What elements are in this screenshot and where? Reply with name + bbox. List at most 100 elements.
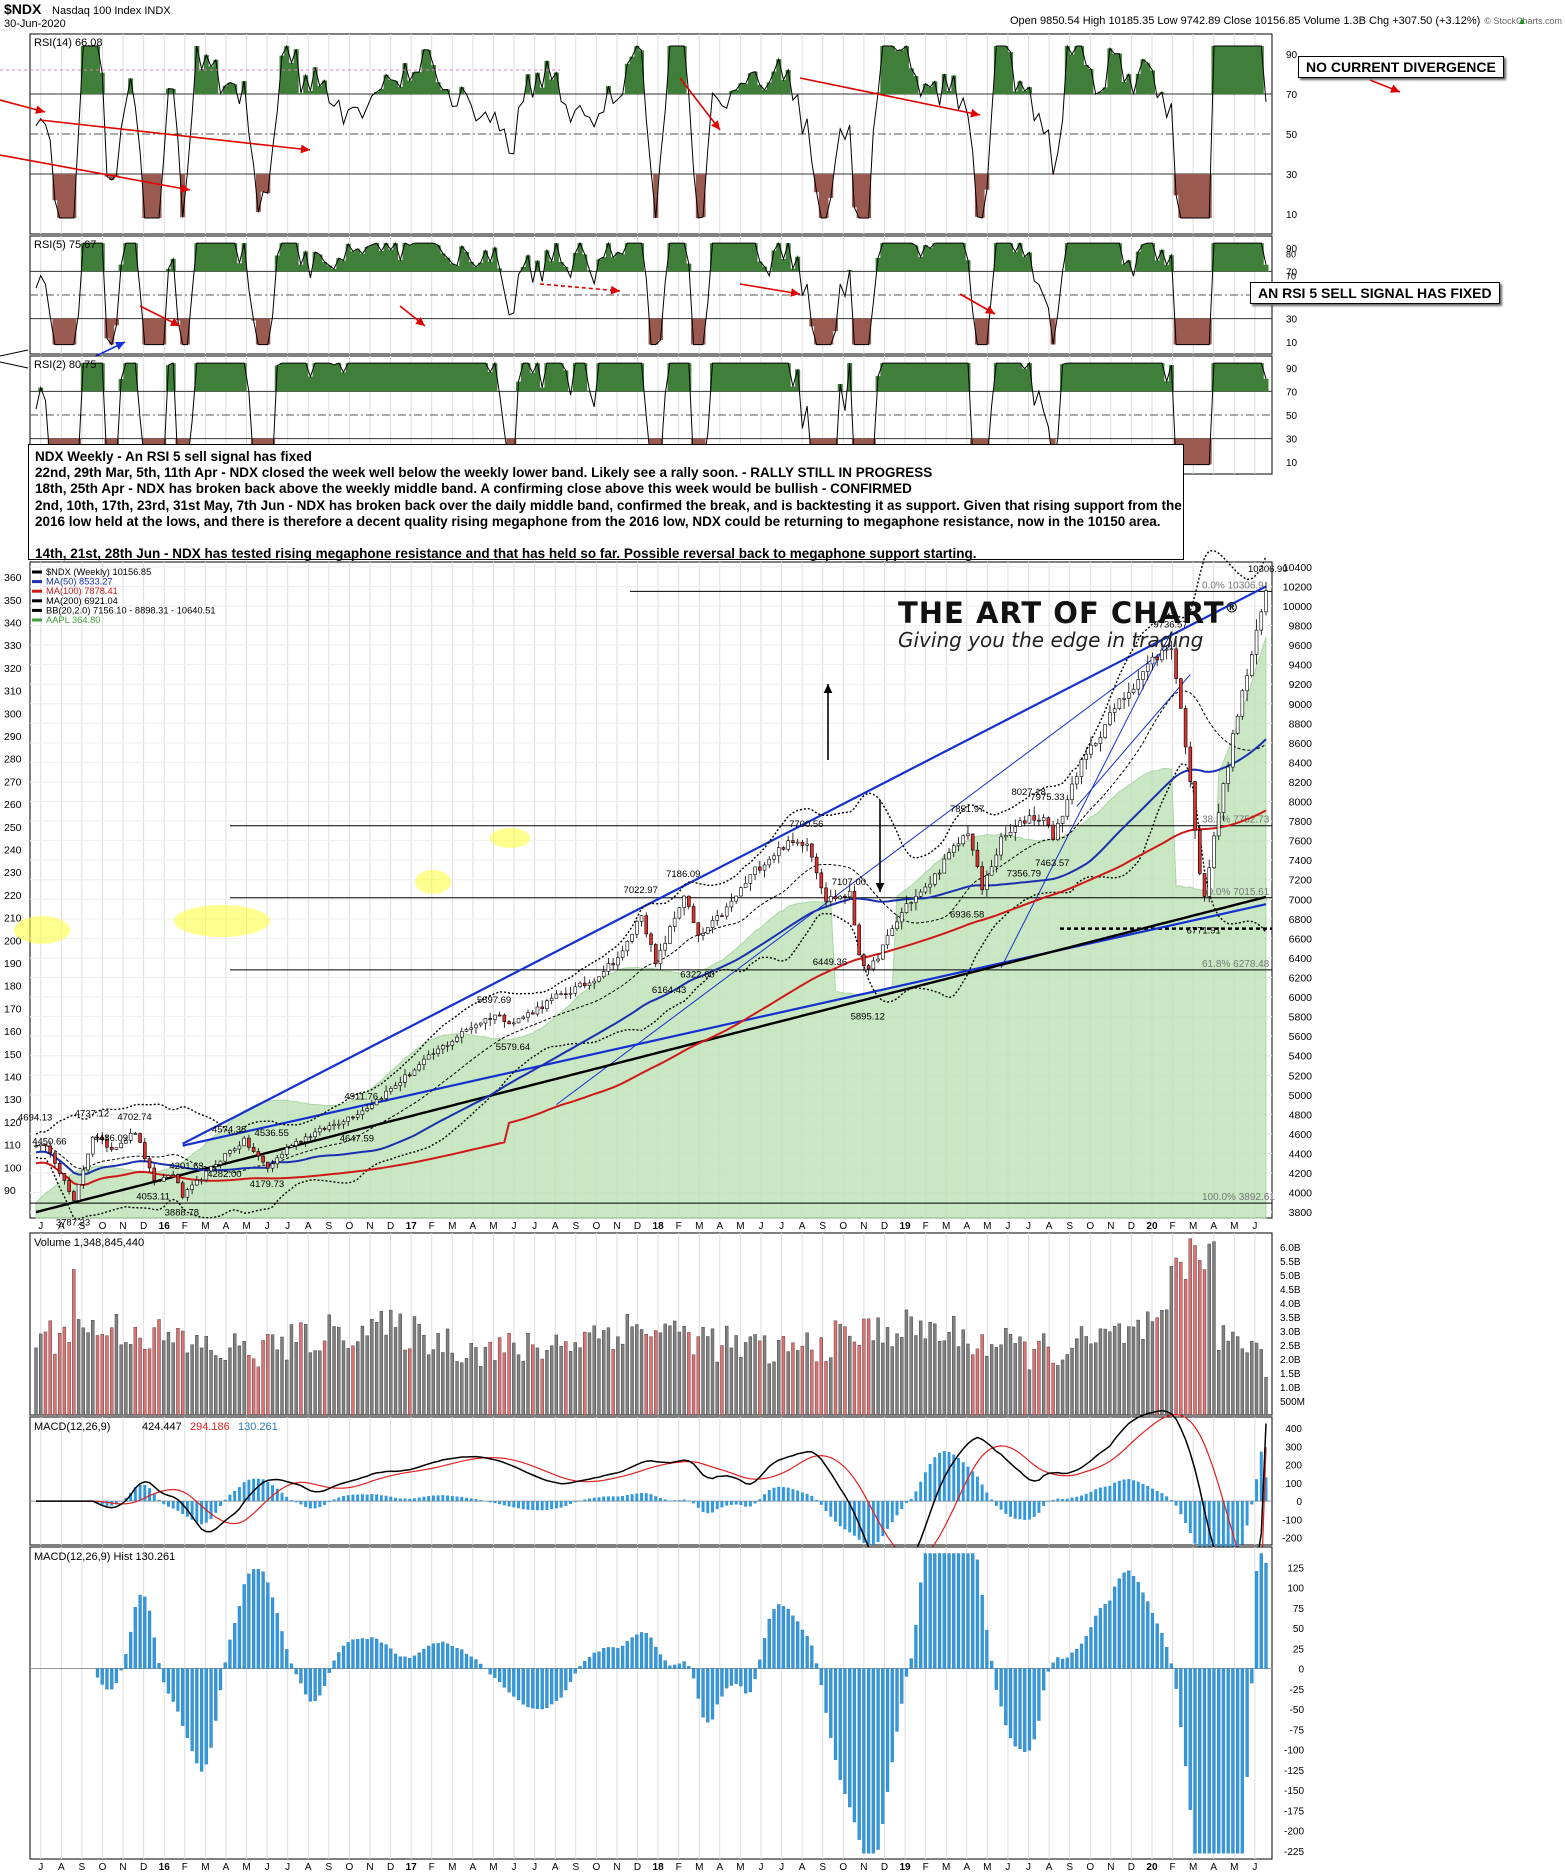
price-tick: 7000 <box>1289 894 1313 906</box>
hist-bar <box>668 1665 672 1669</box>
change-arrow: ▲ <box>1517 16 1527 27</box>
candle-body <box>228 1150 232 1154</box>
candle-body <box>81 1169 86 1185</box>
candle-body <box>838 895 843 900</box>
candle-body <box>247 1137 251 1148</box>
macd-tick: 300 <box>1285 1442 1302 1453</box>
candle-body <box>1231 733 1235 768</box>
macd-hist-bar <box>1103 1486 1107 1502</box>
hist-bar <box>829 1668 833 1738</box>
inner-trendline <box>556 644 1172 1105</box>
volume-bar <box>270 1334 275 1416</box>
candle-body <box>535 1006 540 1015</box>
candle-body <box>530 1012 535 1015</box>
volume-bar <box>1212 1241 1216 1416</box>
x-axis-label: N <box>1107 1862 1114 1872</box>
candle-body <box>772 855 776 860</box>
candle-body <box>862 954 866 967</box>
macd-hist-bar <box>299 1501 303 1505</box>
volume-bar <box>294 1342 298 1416</box>
volume-bar <box>1240 1348 1245 1416</box>
volume-bar <box>53 1353 57 1416</box>
volume-tick: 2.0B <box>1280 1355 1301 1366</box>
volume-bar <box>814 1361 819 1416</box>
hist-bar <box>758 1659 762 1669</box>
candle-body <box>223 1153 228 1162</box>
macd-hist-bar <box>606 1496 610 1502</box>
hist-tick: 100 <box>1287 1584 1304 1595</box>
macd-hist-bar <box>1051 1499 1055 1502</box>
volume-bar <box>493 1360 497 1416</box>
candle-body <box>1070 783 1074 801</box>
candle-body <box>682 895 686 909</box>
x-axis-label: J <box>512 1862 517 1872</box>
hist-bar <box>531 1668 535 1709</box>
volume-bar <box>535 1347 540 1416</box>
hist-bar <box>961 1553 965 1669</box>
price-label: 8027.18 <box>1011 787 1045 798</box>
x-axis-label: O <box>99 1862 107 1872</box>
volume-bar <box>497 1337 502 1416</box>
candle-body <box>658 949 663 964</box>
macd-hist-bar <box>237 1487 241 1502</box>
macd-hist-bar <box>886 1501 890 1529</box>
candle-body <box>251 1146 256 1152</box>
macd-hist-bar <box>1198 1501 1202 1556</box>
x-axis-label: O <box>592 1221 600 1232</box>
volume-bar <box>952 1315 956 1416</box>
macd-hist-bar <box>1023 1501 1027 1520</box>
hist-bar <box>1065 1657 1069 1669</box>
hist-bar <box>1108 1600 1112 1669</box>
price-tick: 4400 <box>1289 1148 1313 1160</box>
logo: THE ART OF CHART® Giving you the edge in… <box>898 596 1278 666</box>
hist-bar <box>1146 1601 1150 1669</box>
x-axis-label: A <box>1210 1862 1217 1872</box>
aapl-tick: 170 <box>4 1003 22 1015</box>
aapl-tick: 260 <box>4 799 22 811</box>
x-axis-label: N <box>860 1221 867 1232</box>
volume-bar <box>592 1325 596 1416</box>
x-axis-label: S <box>1066 1221 1073 1232</box>
hist-bar <box>1240 1668 1244 1854</box>
hist-bar <box>365 1639 369 1669</box>
hist-bar <box>171 1668 175 1702</box>
candle-body <box>1103 724 1107 738</box>
candle-body <box>48 1145 52 1154</box>
macd-hist-bar <box>308 1501 312 1509</box>
macd-hist-bar <box>521 1501 525 1510</box>
highlight-ellipse <box>14 916 70 944</box>
macd-hist-bar <box>1245 1501 1249 1526</box>
price-tick: 9600 <box>1289 640 1313 652</box>
volume-bar <box>474 1347 478 1416</box>
volume-bar <box>516 1354 521 1416</box>
hist-bar <box>1122 1572 1126 1669</box>
candle-body <box>67 1180 71 1192</box>
hist-bar <box>824 1668 828 1713</box>
candle-body <box>526 1012 530 1018</box>
hist-bar <box>507 1668 511 1693</box>
candle-body <box>1060 815 1065 824</box>
volume-bar <box>374 1322 379 1416</box>
macd-hist-bar <box>133 1487 137 1502</box>
macd-hist-bar <box>701 1501 705 1513</box>
price-tick: 8000 <box>1289 797 1313 809</box>
hist-bar <box>994 1668 998 1690</box>
candle-body <box>881 944 885 960</box>
price-label: 5897.69 <box>477 995 511 1006</box>
hist-bar <box>687 1666 691 1669</box>
volume-bar <box>549 1345 554 1416</box>
volume-bar <box>606 1327 611 1416</box>
price-tick: 10400 <box>1283 562 1312 574</box>
candle-body <box>322 1127 327 1130</box>
candle-body <box>464 1029 469 1032</box>
x-axis-label: A <box>305 1862 312 1872</box>
rsi-tick: 10 <box>1286 338 1298 349</box>
volume-bar <box>445 1328 450 1416</box>
volume-bar <box>980 1334 984 1416</box>
macd-hist-bar <box>1217 1501 1221 1580</box>
megaphone-resistance <box>182 585 1267 1145</box>
macd-hist-bar <box>408 1498 412 1502</box>
volume-bar <box>1051 1362 1055 1416</box>
macd-hist-bar <box>1065 1498 1069 1502</box>
macd-hist-bar <box>933 1457 937 1502</box>
